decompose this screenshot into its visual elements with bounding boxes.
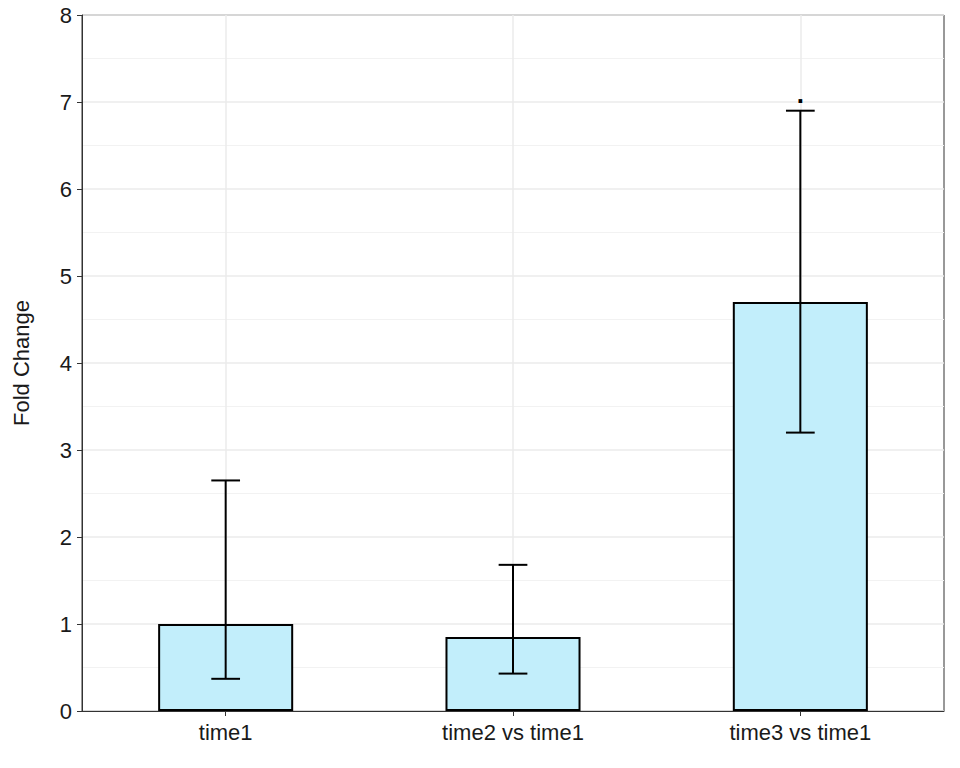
svg-text:2: 2 xyxy=(60,525,72,550)
svg-text:7: 7 xyxy=(60,90,72,115)
svg-text:1: 1 xyxy=(60,612,72,637)
svg-text:.: . xyxy=(797,79,804,109)
svg-text:4: 4 xyxy=(60,351,72,376)
svg-text:8: 8 xyxy=(60,3,72,28)
svg-text:Fold Change: Fold Change xyxy=(9,300,34,426)
svg-text:6: 6 xyxy=(60,177,72,202)
svg-text:time2 vs time1: time2 vs time1 xyxy=(442,720,584,745)
svg-text:time3 vs time1: time3 vs time1 xyxy=(729,720,871,745)
svg-text:3: 3 xyxy=(60,438,72,463)
svg-text:time1: time1 xyxy=(199,720,253,745)
svg-text:0: 0 xyxy=(60,699,72,724)
svg-text:5: 5 xyxy=(60,264,72,289)
